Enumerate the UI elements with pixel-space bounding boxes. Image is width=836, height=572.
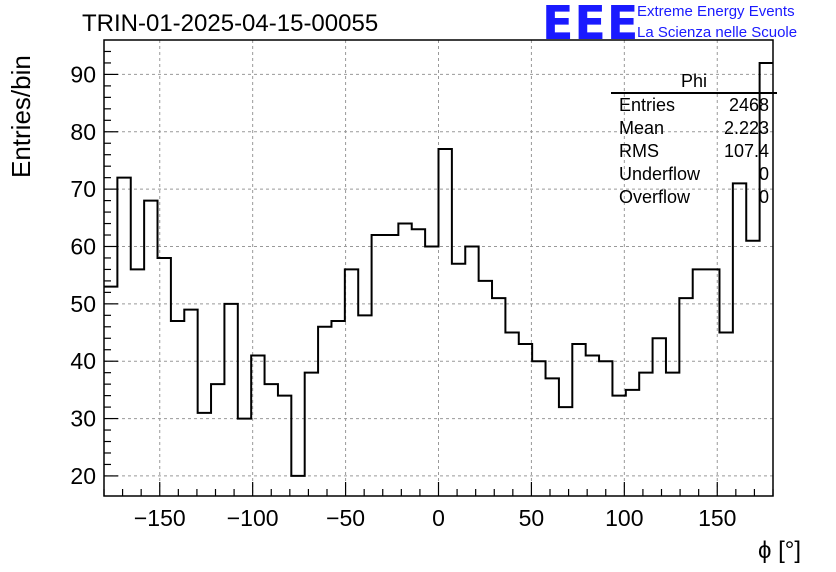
stats-value: 0 (758, 164, 769, 184)
stats-row-underflow: Underflow 0 (611, 163, 777, 186)
x-tick-label: 150 (698, 505, 736, 531)
stats-label: Underflow (619, 164, 701, 184)
eee-logo-mark: EEE (542, 0, 640, 50)
grid-lines (104, 40, 773, 496)
stats-value: 2468 (728, 95, 769, 115)
stats-label: Entries (619, 95, 676, 115)
histogram-series-line (104, 61, 773, 477)
stats-value: 2.223 (723, 118, 769, 138)
axis-ticks (103, 50, 774, 496)
y-tick-label: 20 (70, 463, 96, 489)
tick-labels: −150 −100 −50 0 50 100 150 20 30 40 50 60 70 80 90 (70, 61, 736, 531)
x-tick-label: −50 (326, 505, 365, 531)
x-tick-label: −100 (227, 505, 279, 531)
stats-row-entries: Entries 2468 (611, 94, 777, 117)
stats-row-rms: RMS 107.4 (611, 140, 777, 163)
stats-title: Phi (611, 70, 777, 94)
y-tick-label: 30 (70, 406, 96, 432)
y-tick-label: 50 (70, 291, 96, 317)
logo-text-line1: Extreme Energy Events (637, 3, 795, 20)
x-tick-label: 100 (605, 505, 643, 531)
stats-label: Mean (619, 118, 665, 138)
stats-box: Phi Entries 2468 Mean 2.223 RMS 107.4 Un… (611, 70, 777, 209)
chart-title: TRIN-01-2025-04-15-00055 (82, 10, 379, 37)
y-tick-label: 40 (70, 348, 96, 374)
logo-text-line2: La Scienza nelle Scuole (637, 24, 798, 41)
x-axis-label: ϕ [°] (758, 537, 801, 564)
x-tick-label: 0 (432, 505, 445, 531)
y-tick-label: 60 (70, 233, 96, 259)
stats-label: RMS (619, 141, 659, 161)
x-tick-label: 50 (519, 505, 545, 531)
stats-value: 0 (758, 187, 769, 207)
stats-row-overflow: Overflow 0 (611, 186, 777, 209)
x-tick-label: −150 (134, 505, 186, 531)
y-axis-label: Entries/bin (6, 55, 36, 178)
stats-label: Overflow (619, 187, 691, 207)
y-tick-label: 80 (70, 119, 96, 145)
y-tick-label: 90 (70, 61, 96, 87)
stats-value: 107.4 (723, 141, 769, 161)
stats-row-mean: Mean 2.223 (611, 117, 777, 140)
y-tick-label: 70 (70, 176, 96, 202)
